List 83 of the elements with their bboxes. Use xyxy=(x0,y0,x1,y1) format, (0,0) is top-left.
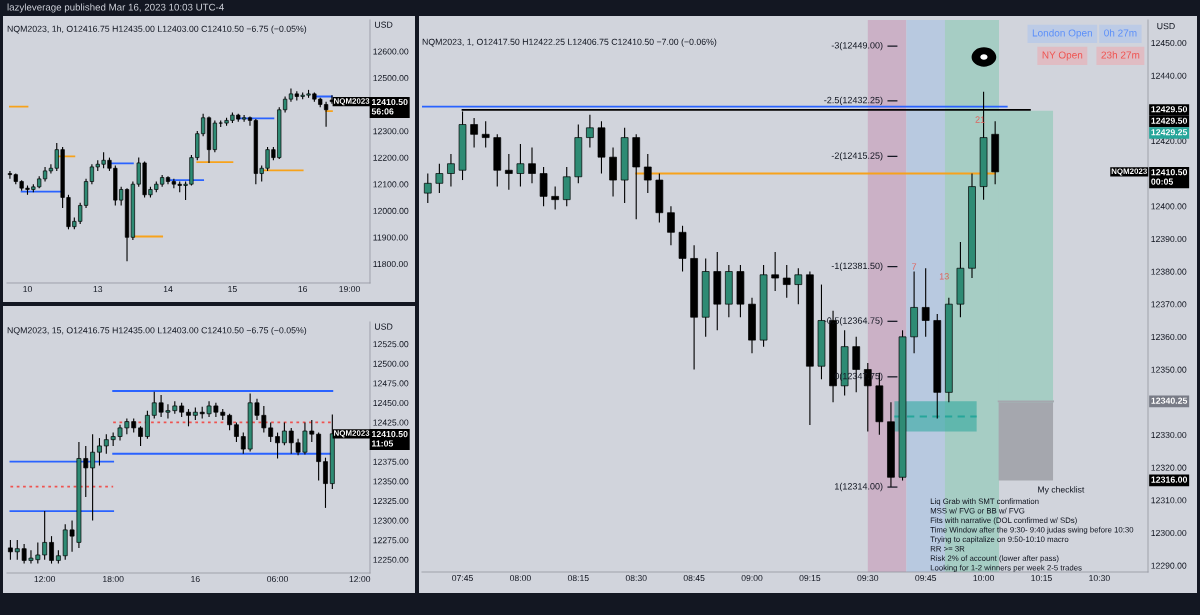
ref-line-label: -2.5(12432.25) xyxy=(824,96,883,106)
x-tick-label: 09:45 xyxy=(915,575,937,582)
text: NQM2023, 15, O12416.75 H12435.00 L12403.00 C12410.50 −6.75 (−0.05%) xyxy=(7,326,307,336)
y-tick-label: 12400.00 xyxy=(1151,203,1187,210)
x-tick-label: 08:00 xyxy=(509,575,531,582)
y-tick-label: 12330.00 xyxy=(1151,431,1187,439)
text: NQM2023, 1, O12417.50 H12422.25 L12406.75 C12410.50 −7.00 (−0.06%) xyxy=(422,38,717,47)
y-tick-label: 12390.00 xyxy=(1151,235,1187,243)
ref-line-label: -2(12415.25) xyxy=(831,152,883,161)
y-tick-label: 12500.00 xyxy=(373,360,409,367)
y-tick-label: 12370.00 xyxy=(1151,301,1187,308)
y-tick-label: 12200.00 xyxy=(373,154,409,161)
annotation: London Open xyxy=(1032,29,1092,39)
y-tick-label: 12000.00 xyxy=(373,207,409,214)
text: 12429.50 xyxy=(1151,117,1188,124)
x-tick-label: 08:30 xyxy=(625,575,647,582)
y-tick-label: 12525.00 xyxy=(373,341,409,348)
y-tick-label: 12300.00 xyxy=(1151,529,1187,537)
x-tick-label: 16 xyxy=(191,576,200,583)
y-axis-title: USD xyxy=(375,21,393,28)
y-tick-label: 12375.00 xyxy=(373,458,409,465)
x-tick-label: 09:30 xyxy=(857,575,879,582)
x-tick-label: 10:00 xyxy=(973,575,995,582)
y-tick-label: 12320.00 xyxy=(1151,464,1187,471)
y-tick-label: 12300.00 xyxy=(373,517,409,524)
x-tick-label: 12:00 xyxy=(349,576,371,583)
y-tick-label: 12350.00 xyxy=(1151,366,1187,373)
annotation: NY Open xyxy=(1042,51,1083,61)
text: 12410.50 56:06 xyxy=(371,98,408,115)
annotation: 23h 27m xyxy=(1101,51,1140,59)
text: 12340.25 xyxy=(1151,397,1188,404)
annotation: 13 xyxy=(939,273,949,280)
annotation: My checklist xyxy=(1038,486,1085,495)
x-tick-label: 10 xyxy=(23,286,32,293)
x-tick-label: 09:00 xyxy=(741,575,763,582)
y-axis-title: USD xyxy=(375,323,393,330)
text: NQM2023, 1h, O12416.75 H12435.00 L12403.00 C12410.50 −6.75 (−0.05%) xyxy=(7,25,307,34)
y-tick-label: 12350.00 xyxy=(373,478,409,485)
ref-line-label: -3(12449.00) xyxy=(831,41,883,51)
y-tick-label: 12300.00 xyxy=(373,128,409,135)
y-tick-label: 12600.00 xyxy=(373,48,409,55)
y-tick-label: 12475.00 xyxy=(373,380,409,387)
y-tick-label: 12440.00 xyxy=(1151,72,1187,79)
y-tick-label: 12360.00 xyxy=(1151,333,1187,341)
x-tick-label: 16 xyxy=(298,286,308,293)
ref-line-label: -1(12381.50) xyxy=(831,262,883,271)
x-tick-label: 13 xyxy=(93,286,103,293)
text: lazyleverage published Mar 16, 2023 10:03 UTC-4 xyxy=(7,3,224,13)
y-tick-label: 12250.00 xyxy=(373,556,409,563)
y-tick-label: 11800.00 xyxy=(373,260,408,268)
y-tick-label: 12450.00 xyxy=(1151,39,1187,47)
x-tick-label: 10:15 xyxy=(1031,575,1052,582)
x-tick-label: 12:00 xyxy=(34,576,56,583)
y-tick-label: 12325.00 xyxy=(373,497,409,505)
y-tick-label: 12420.00 xyxy=(1151,137,1187,145)
x-tick-label: 14 xyxy=(163,286,173,293)
y-tick-label: 12100.00 xyxy=(373,181,409,188)
text: 12410.50 11:05 xyxy=(372,430,408,447)
text: 12429.25 xyxy=(1151,129,1188,136)
text: 12429.50 xyxy=(1151,106,1188,113)
y-tick-label: 12500.00 xyxy=(373,75,409,82)
y-tick-label: 12310.00 xyxy=(1151,497,1187,504)
text: 12410.50 00:05 xyxy=(1151,169,1188,185)
x-tick-label: 10:30 xyxy=(1089,575,1110,582)
x-tick-label: 09:15 xyxy=(799,575,821,582)
x-tick-label: 08:45 xyxy=(683,575,705,582)
text: 12316.00 xyxy=(1151,476,1188,483)
y-tick-label: 11900.00 xyxy=(373,234,408,241)
y-tick-label: 12450.00 xyxy=(373,399,409,406)
y-tick-label: 12380.00 xyxy=(1151,268,1187,275)
x-tick-label: 15 xyxy=(228,286,237,293)
y-axis-title: USD xyxy=(1157,22,1175,30)
x-tick-label: 18:00 xyxy=(103,576,124,583)
x-tick-label: 08:15 xyxy=(567,575,589,582)
y-tick-label: 12275.00 xyxy=(373,537,409,544)
x-tick-label: 19:00 xyxy=(339,286,360,293)
y-tick-label: 12425.00 xyxy=(373,419,409,426)
y-tick-label: 12290.00 xyxy=(1151,562,1187,569)
x-tick-label: 06:00 xyxy=(267,576,288,583)
ref-line-label: 1(12314.00) xyxy=(835,482,883,492)
annotation: 7 xyxy=(912,263,917,270)
x-tick-label: 07:45 xyxy=(452,575,473,582)
annotation: 0h 27m xyxy=(1104,29,1137,37)
